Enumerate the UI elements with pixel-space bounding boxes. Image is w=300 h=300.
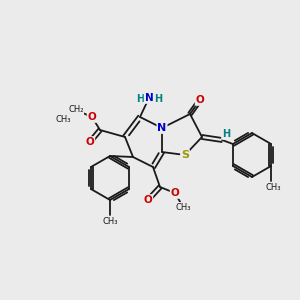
Text: N: N [145, 93, 153, 103]
Text: N: N [158, 123, 166, 133]
Text: H: H [136, 94, 144, 104]
Text: H: H [154, 94, 162, 104]
Text: CH₃: CH₃ [102, 217, 118, 226]
Text: CH₂: CH₂ [68, 106, 84, 115]
Text: O: O [144, 195, 152, 205]
Text: O: O [88, 112, 96, 122]
Text: CH₃: CH₃ [175, 202, 191, 211]
Text: O: O [196, 95, 204, 105]
Text: CH₃: CH₃ [265, 182, 281, 191]
Text: S: S [181, 150, 189, 160]
Text: O: O [85, 137, 94, 147]
Text: H: H [222, 129, 230, 139]
Text: CH₃: CH₃ [55, 116, 71, 124]
Text: O: O [171, 188, 179, 198]
